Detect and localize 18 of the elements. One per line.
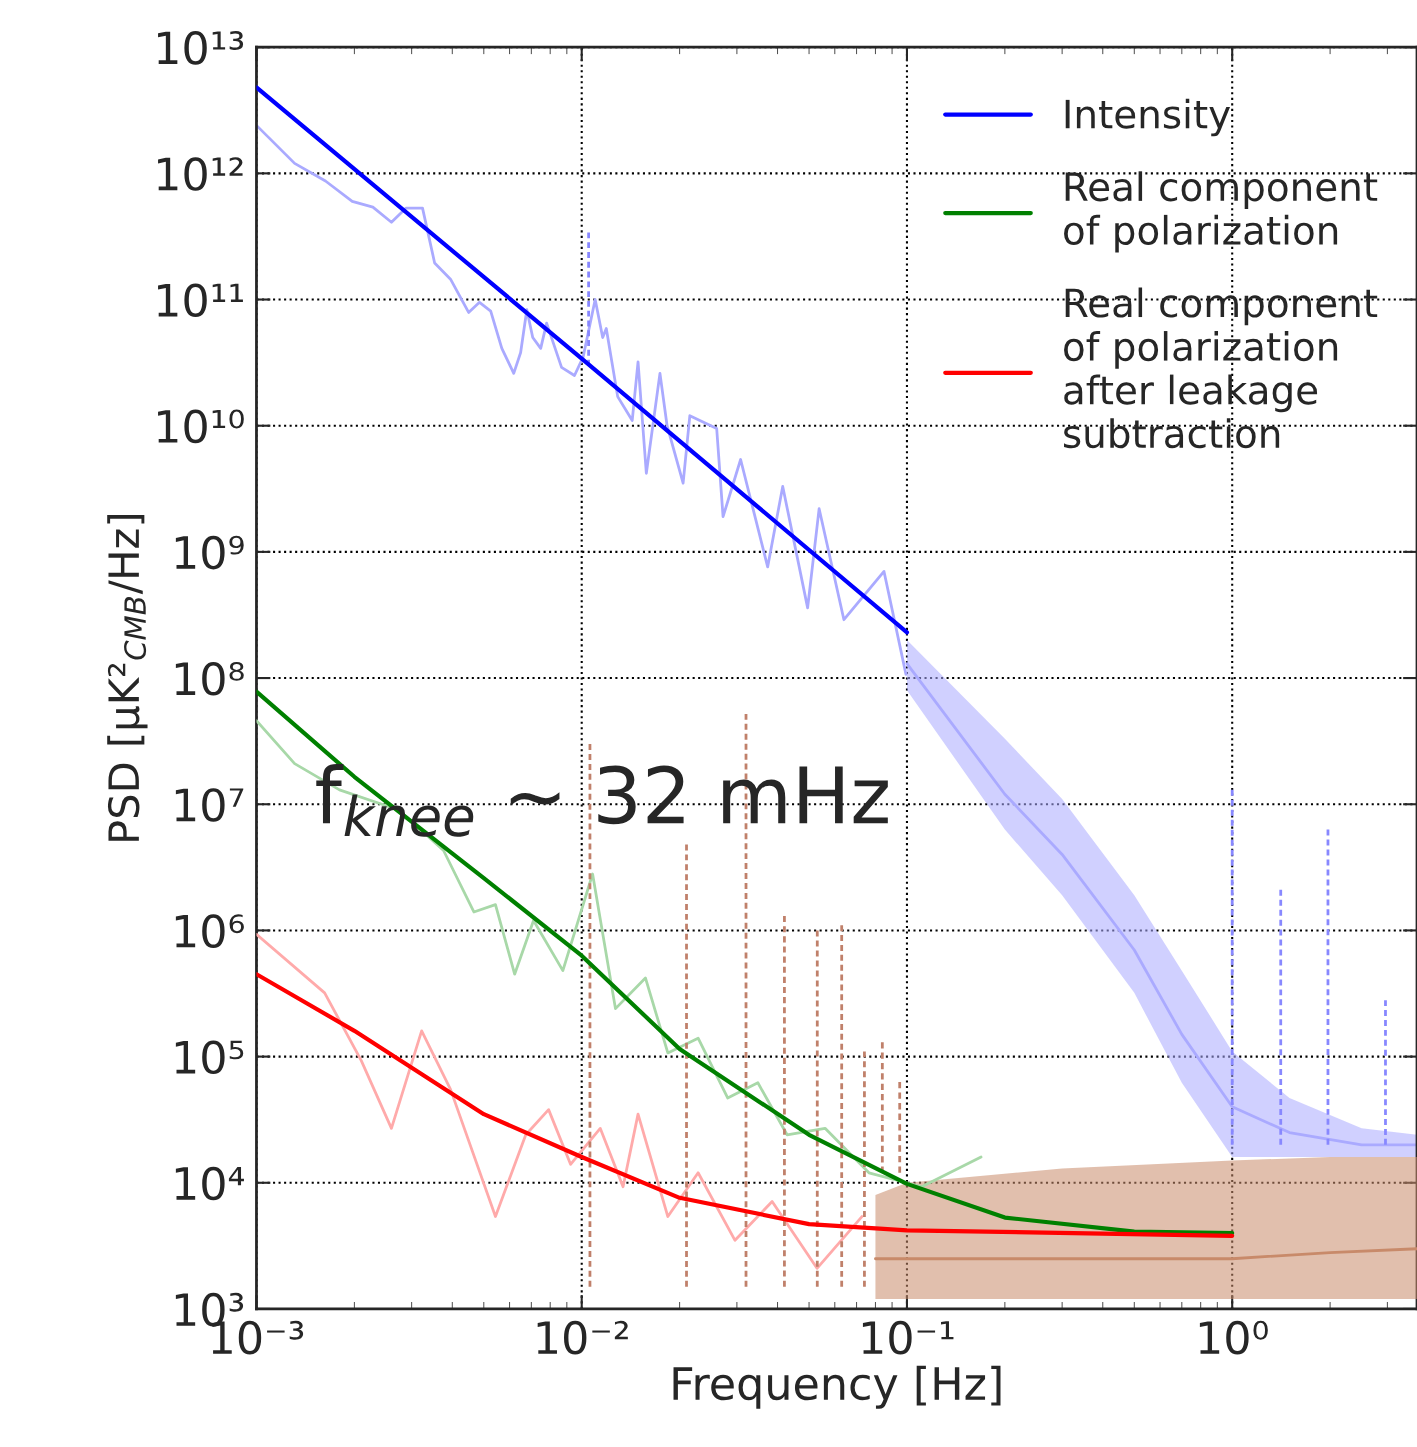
y-tick-label: 10¹³ [158,31,244,65]
x-tick-label: 10⁻¹ [862,1320,954,1355]
y-tick-label: 10¹⁰ [158,409,244,444]
y-tick-label: 10⁷ [175,788,244,822]
y-tick-label: 10⁸ [175,661,244,696]
x-tick-label: 10⁻² [537,1320,628,1355]
legend-label: Intensity [1065,98,1231,137]
y-tick-label: 10¹² [158,157,243,191]
legend-label: Real component of polarization after leakage subtraction [1064,287,1378,449]
x-axis-title: Frequency [Hz] [673,1365,1001,1409]
x-tick-label: 10⁰ [1199,1320,1268,1355]
y-tick-label: 10⁹ [175,535,244,570]
y-tick-label: 10⁴ [175,1166,244,1201]
y-axis-title: PSD [μK²$_{CMB}$/Hz] [107,514,148,841]
y-tick-label: 10⁵ [175,1040,244,1075]
y-tick-label: 10⁶ [175,914,244,948]
legend-label: Real component of polarization [1064,171,1378,253]
y-tick-label: 10¹¹ [158,283,243,318]
